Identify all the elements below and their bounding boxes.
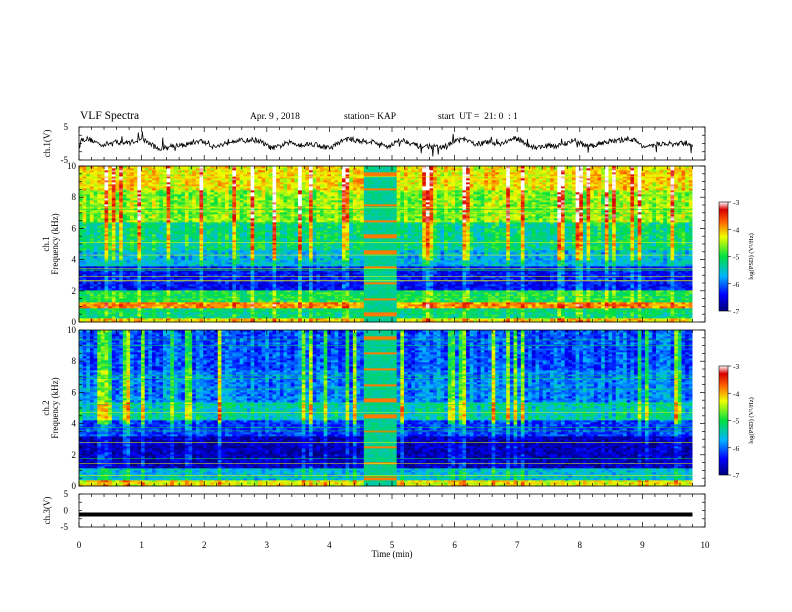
colorbar	[719, 366, 728, 475]
x-tick-label: 6	[452, 540, 457, 550]
y-axis-label: ch.3(V)	[42, 497, 52, 525]
colorbar-label: log(PSD) (V²/Hz)	[748, 397, 755, 444]
y-tick-label: 6	[72, 387, 77, 397]
x-tick-label: 8	[578, 540, 583, 550]
x-tick-label: 9	[640, 540, 645, 550]
y-tick-label: 5	[64, 489, 69, 499]
colorbar-tick-label: -6	[733, 444, 739, 453]
ch3-waveform-line	[79, 513, 692, 517]
y-tick-label: 10	[67, 161, 77, 171]
x-tick-label: 7	[515, 540, 520, 550]
colorbar-tick-label: -7	[733, 471, 739, 480]
colorbar-tick-label: -6	[733, 280, 739, 289]
y-axis-label: Frequency (kHz)	[50, 377, 60, 438]
y-tick-label: 0	[72, 481, 77, 491]
x-tick-label: 3	[265, 540, 270, 550]
y-tick-label: 8	[72, 356, 77, 366]
y-tick-label: 0	[64, 506, 69, 516]
y-tick-label: 8	[72, 192, 77, 202]
colorbar	[719, 202, 728, 311]
ch1-waveform-line	[79, 132, 693, 157]
spectrogram-image	[79, 166, 693, 322]
y-tick-label: 6	[72, 223, 77, 233]
colorbar-tick-label: -5	[733, 417, 739, 426]
panel-ch3-waveform: 5 0 -5 ch.3(V)	[42, 489, 705, 532]
y-tick-label: 4	[72, 255, 77, 265]
y-axis-label: ch.1(V)	[42, 130, 52, 158]
y-tick-label: 2	[72, 450, 77, 460]
colorbar-tick-label: -3	[733, 362, 739, 371]
panel-ch1-waveform: 5-5ch.1(V)	[42, 122, 705, 165]
x-tick-label: 0	[77, 540, 82, 550]
y-tick-label: 4	[72, 419, 77, 429]
colorbar-tick-label: -3	[733, 198, 739, 207]
colorbar-tick-label: -7	[733, 307, 739, 316]
y-tick-label: 5	[64, 122, 69, 132]
x-tick-label: 10	[701, 540, 711, 550]
x-tick-label: 4	[327, 540, 332, 550]
colorbar-tick-label: -5	[733, 253, 739, 262]
colorbar-tick-label: -4	[733, 225, 739, 234]
x-tick-label: 2	[202, 540, 207, 550]
x-axis-label: Time (min)	[372, 549, 413, 559]
y-tick-label: 2	[72, 286, 77, 296]
y-tick-label: 10	[67, 325, 77, 335]
spectrogram-image	[79, 330, 693, 486]
x-tick-label: 1	[139, 540, 144, 550]
colorbar-tick-label: -4	[733, 389, 739, 398]
colorbar-label: log(PSD) (V²/Hz)	[748, 233, 755, 280]
y-tick-label: -5	[61, 522, 69, 532]
y-axis-label: Frequency (kHz)	[50, 213, 60, 274]
